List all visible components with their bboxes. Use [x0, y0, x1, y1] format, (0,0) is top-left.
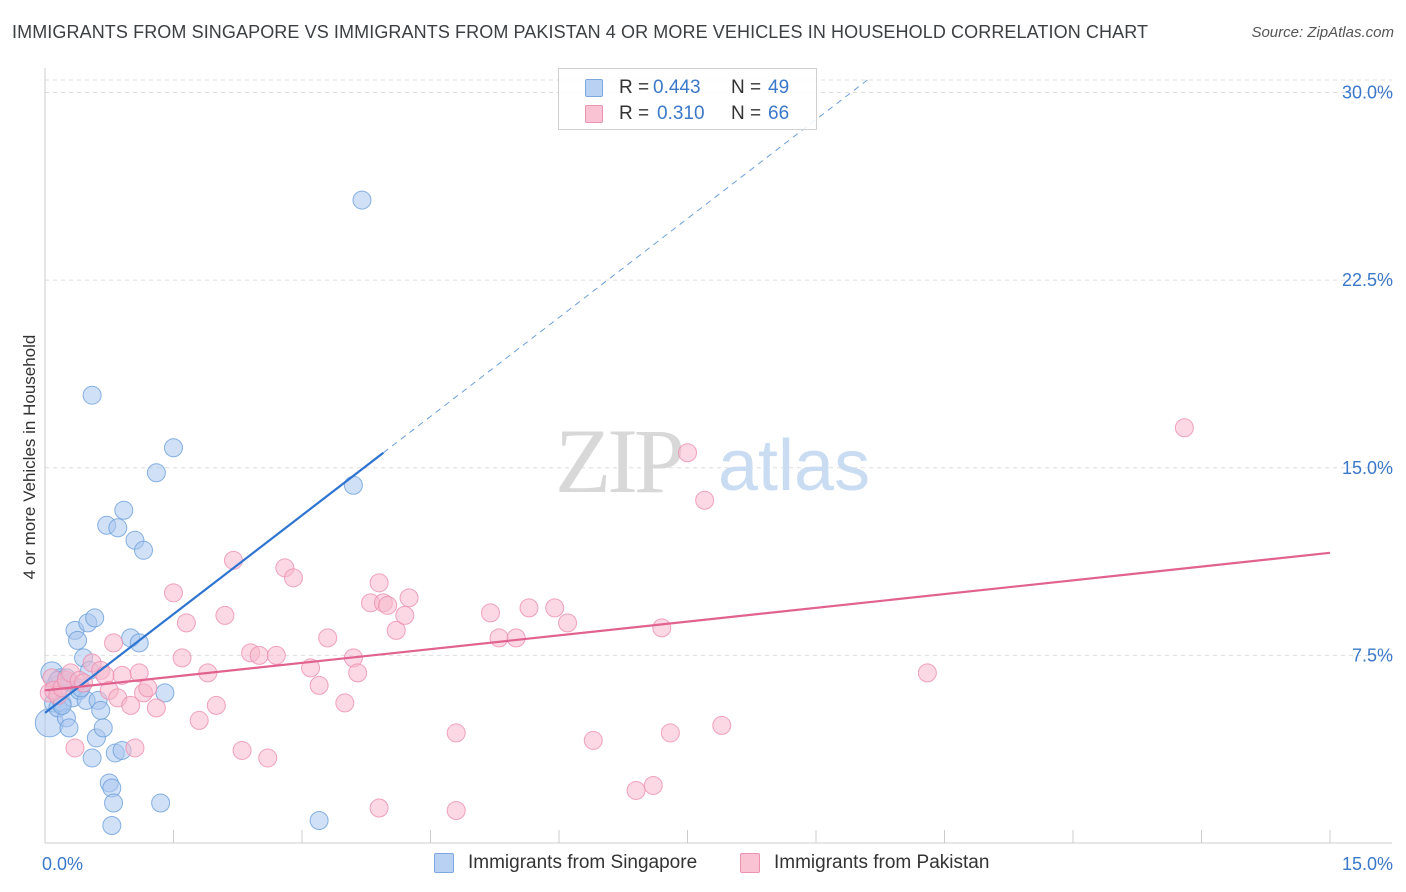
r-label: R = [619, 77, 650, 98]
singapore-point [343, 475, 363, 495]
singapore-point [82, 385, 102, 405]
chart-title: IMMIGRANTS FROM SINGAPORE VS IMMIGRANTS … [12, 22, 1149, 42]
y-tick-label: 30.0% [1342, 83, 1393, 103]
pakistan-point [545, 598, 565, 618]
pakistan-point [480, 603, 500, 623]
legend-item-pakistan[interactable]: Immigrants from Pakistan [740, 852, 989, 874]
source-label: Source: ZipAtlas.com [1251, 24, 1394, 41]
y-tick-label: 22.5% [1342, 270, 1393, 290]
singapore-point [68, 630, 88, 650]
pakistan-point [712, 715, 732, 735]
singapore-point [134, 540, 154, 560]
correlation-legend: R = 0.443 N = 49 R = 0.310 N = 66 [558, 68, 817, 130]
n-value-pakistan: 66 [768, 103, 790, 124]
legend-item-singapore[interactable]: Immigrants from Singapore [434, 852, 697, 874]
pakistan-point [138, 678, 158, 698]
singapore-legend-swatch [434, 853, 454, 873]
singapore-trend-line [44, 451, 385, 714]
pakistan-point [283, 568, 303, 588]
r-label: R = [619, 103, 650, 124]
pakistan-point [558, 613, 578, 633]
pakistan-point [172, 648, 192, 668]
singapore-point [164, 438, 183, 458]
pakistan-point [266, 645, 286, 665]
pakistan-point [206, 695, 226, 715]
pakistan-point [348, 663, 368, 683]
pakistan-point [189, 710, 209, 730]
pakistan-point [318, 628, 338, 648]
pakistan-swatch [585, 105, 603, 123]
pakistan-point [678, 443, 697, 463]
singapore-point [93, 718, 113, 738]
pakistan-point [223, 550, 243, 570]
singapore-point [59, 718, 79, 738]
pakistan-point [489, 628, 509, 648]
pakistan-point [660, 723, 680, 743]
pakistan-point [626, 780, 646, 800]
n-label: N = [731, 77, 762, 98]
singapore-point [85, 608, 105, 628]
r-value-singapore: 0.443 [653, 77, 701, 98]
pakistan-point [65, 738, 85, 758]
watermark-atlas: atlas [718, 426, 870, 506]
pakistan-point [1174, 418, 1194, 438]
n-value-singapore: 49 [768, 77, 790, 98]
pakistan-point [446, 723, 466, 743]
watermark-zip: ZIP [555, 410, 682, 512]
pakistan-point [399, 588, 419, 608]
singapore-point [82, 748, 102, 768]
x-tick-label: 15.0% [1342, 854, 1393, 874]
pakistan-point [369, 798, 389, 818]
pakistan-point [258, 748, 278, 768]
pakistan-point [386, 620, 406, 640]
pakistan-point [309, 675, 329, 695]
singapore-point [309, 810, 329, 830]
pakistan-point [129, 663, 149, 683]
pakistan-point [215, 605, 235, 625]
singapore-trend-extension [383, 79, 868, 454]
singapore-point [114, 500, 134, 520]
pakistan-point [104, 633, 124, 653]
pakistan-point [583, 730, 603, 750]
n-label: N = [731, 103, 762, 124]
x-tick-label: 0.0% [42, 854, 83, 874]
pakistan-trend-line [44, 551, 1331, 692]
singapore-point [104, 793, 124, 813]
pakistan-point [164, 583, 183, 603]
legend-label-pakistan: Immigrants from Pakistan [774, 852, 990, 873]
pakistan-point [652, 618, 672, 638]
singapore-point [108, 518, 128, 538]
pakistan-point [378, 595, 398, 615]
pakistan-point [917, 663, 937, 683]
y-tick-label: 7.5% [1352, 645, 1393, 665]
legend-label-singapore: Immigrants from Singapore [468, 852, 698, 873]
pakistan-point [369, 573, 389, 593]
singapore-point [352, 190, 372, 210]
singapore-point [91, 700, 111, 720]
pakistan-point [232, 740, 252, 760]
pakistan-point [176, 613, 196, 633]
pakistan-point [146, 698, 166, 718]
pakistan-point [249, 645, 269, 665]
pakistan-point [125, 738, 145, 758]
pakistan-point [519, 598, 539, 618]
series-legend: Immigrants from Singapore Immigrants fro… [0, 852, 1406, 878]
singapore-point [102, 815, 122, 835]
singapore-point [151, 793, 171, 813]
pakistan-point [395, 605, 415, 625]
y-tick-label: 15.0% [1342, 458, 1393, 478]
r-value-pakistan: 0.310 [657, 103, 705, 124]
pakistan-point [446, 800, 466, 820]
pakistan-point [121, 695, 141, 715]
pakistan-point [335, 693, 355, 713]
pakistan-legend-swatch [740, 853, 760, 873]
singapore-point [146, 463, 166, 483]
pakistan-point [643, 775, 663, 795]
singapore-point [155, 683, 175, 703]
singapore-swatch [585, 79, 603, 97]
pakistan-point [695, 490, 715, 510]
pakistan-point [506, 628, 526, 648]
